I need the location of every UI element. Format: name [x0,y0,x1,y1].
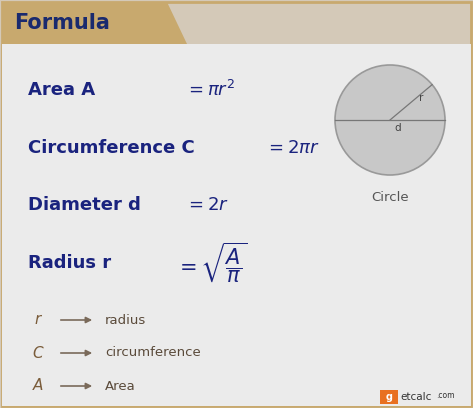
Text: Radius r: Radius r [28,254,111,272]
Text: $= \pi r^2$: $= \pi r^2$ [185,80,235,100]
Text: $= \sqrt{\dfrac{A}{\pi}}$: $= \sqrt{\dfrac{A}{\pi}}$ [175,241,247,285]
Text: r: r [35,313,41,328]
Text: Circle: Circle [371,191,409,204]
Text: $= 2\pi r$: $= 2\pi r$ [265,139,320,157]
Text: circumference: circumference [105,346,201,359]
Text: Circumference C: Circumference C [28,139,195,157]
Text: C: C [33,346,44,361]
Bar [2,44,471,406]
Text: d: d [394,123,401,133]
Text: r: r [419,93,423,103]
Text: A: A [33,379,43,393]
Text: Formula: Formula [14,13,110,33]
Text: .com: .com [436,390,455,399]
Circle shape [335,65,445,175]
Bar [2,2,167,44]
Text: Area: Area [105,379,136,392]
Text: Area A: Area A [28,81,95,99]
Polygon shape [167,2,187,44]
Text: radius: radius [105,313,146,326]
Bar [380,390,398,404]
Text: $= 2r$: $= 2r$ [185,196,229,214]
Text: etcalc: etcalc [400,392,431,402]
Text: Diameter d: Diameter d [28,196,141,214]
Text: g: g [385,392,393,402]
